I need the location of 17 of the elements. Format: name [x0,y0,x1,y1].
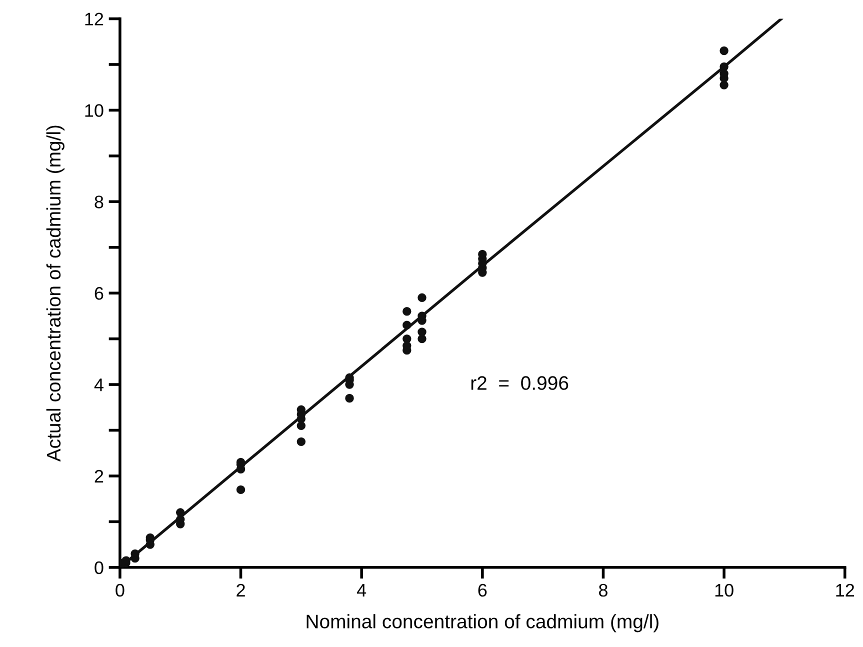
x-tick-label: 6 [478,584,487,597]
y-tick-label: 8 [94,196,104,208]
y-tick-label: 4 [94,378,104,392]
annotation: r2 = 0.996 [471,376,568,390]
x-axis-title: Nominal concentration of cadmium (mg/l) [306,614,658,632]
x-tick-label: 2 [236,584,245,596]
x-tick-label: 12 [836,584,854,596]
x-tick-label: 4 [356,584,366,596]
y-tick-label: 2 [94,470,104,483]
y-axis-title: Actual concentration of cadmium (mg/l) [46,126,64,462]
y-tick-label: 12 [85,12,104,26]
x-tick-label: 0 [116,584,124,597]
y-tick-label: 6 [94,287,104,300]
x-tick-label: 8 [599,584,608,597]
y-tick-label: 10 [85,104,104,117]
y-tick-label: 0 [94,561,104,574]
x-tick-label: 10 [715,584,734,597]
